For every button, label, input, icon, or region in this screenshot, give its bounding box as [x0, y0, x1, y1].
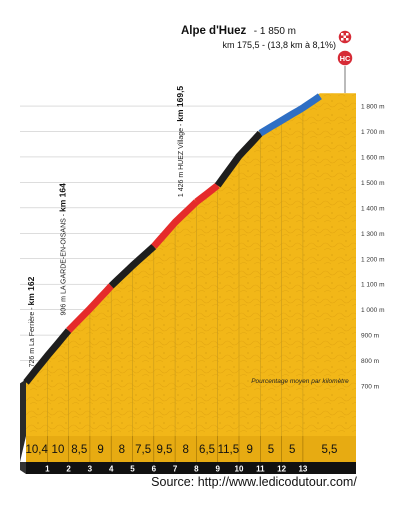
km-label: 2	[66, 465, 71, 474]
km-label: 13	[298, 465, 307, 474]
road-segment	[214, 130, 263, 188]
altitude-tick-label: 1 000 m	[361, 307, 385, 314]
gradient-label: 8,5	[71, 444, 87, 456]
svg-text:Alpe d'Huez - 1 850 m: Alpe d'Huez - 1 850 m	[181, 21, 296, 38]
altitude-tick-label: 1 600 m	[361, 154, 385, 161]
gradient-label: 9	[97, 444, 103, 456]
gradient-label: 8	[119, 444, 125, 456]
km-label: 4	[109, 465, 114, 474]
gradient-label: 9,5	[156, 444, 172, 456]
svg-text:1 426 m HUEZ Village - km 169,: 1 426 m HUEZ Village - km 169,5	[175, 86, 185, 198]
gradient-label: 9	[246, 444, 252, 456]
gradient-label: 7,5	[135, 444, 151, 456]
altitude-tick-label: 800 m	[361, 358, 379, 365]
gradient-label: 5	[289, 444, 295, 456]
summit-flag-icon	[337, 29, 353, 45]
km-label: 12	[277, 465, 286, 474]
location-annotation: 906 m LA GARDE-EN-OISANS - km 164	[58, 183, 68, 316]
category-badge-label: HC	[340, 54, 351, 63]
road-line	[23, 93, 322, 385]
km-label: 7	[173, 465, 178, 474]
annotation-km: km 164	[58, 183, 68, 212]
mountain-texture	[26, 93, 356, 437]
location-annotation: 726 m La Ferrière - km 162	[26, 276, 36, 367]
km-label: 1	[45, 465, 50, 474]
gradient-label: 5,5	[321, 444, 337, 456]
km-label: 3	[88, 465, 93, 474]
km-label: 11	[256, 465, 265, 474]
svg-text:906 m LA GARDE-EN-OISANS - km: 906 m LA GARDE-EN-OISANS - km 164	[58, 183, 68, 316]
profile-side-wall	[20, 379, 26, 462]
gradient-band	[26, 436, 356, 462]
altitude-tick-label: 1 300 m	[361, 231, 385, 238]
summit-detail: km 175,5 - (13,8 km à 8,1%)	[222, 40, 336, 50]
gradient-label: 11,5	[218, 444, 240, 456]
road-segment	[108, 243, 157, 289]
road-segment	[151, 199, 199, 249]
base-band	[20, 436, 356, 474]
km-label: 6	[152, 465, 157, 474]
annotation-place: HUEZ Village -	[178, 122, 185, 170]
summit-name: Alpe d'Huez	[181, 25, 247, 37]
gradient-labels: 10,4 10 8,5 9 8 7,5 9,5 8 6,5 11,5 9 5 5 5,5	[25, 444, 337, 456]
road-segment	[194, 182, 220, 205]
gradient-label: 10,4	[25, 444, 48, 456]
km-labels: 1 2 3 4 5 6 7 8 9 10 11 12 13	[45, 465, 308, 474]
km-gridlines	[46, 107, 304, 436]
altitude-tick-label: 1 100 m	[361, 282, 385, 289]
location-annotation: 1 426 m HUEZ Village - km 169,5	[175, 86, 185, 198]
category-badge: HC	[336, 49, 354, 67]
mountain-area	[20, 93, 356, 462]
svg-text:726 m La Ferrière - km 162: 726 m La Ferrière - km 162	[26, 276, 36, 367]
annotation-place: LA GARDE-EN-OISANS -	[61, 212, 68, 294]
annotation-km: km 162	[26, 276, 36, 305]
summit-altitude: - 1 850 m	[254, 26, 296, 37]
gradient-label: 5	[268, 444, 274, 456]
altitude-tick-label: 1 200 m	[361, 256, 385, 263]
gradient-label: 6,5	[199, 444, 215, 456]
annotation-place: La Ferrière -	[29, 306, 36, 346]
gradient-label: 10	[52, 444, 65, 456]
km-label: 9	[215, 465, 220, 474]
km-label: 10	[235, 465, 244, 474]
altitude-tick-label: 900 m	[361, 333, 379, 340]
km-label: 8	[194, 465, 199, 474]
location-annotations: 726 m La Ferrière - km 162 906 m LA GARDE…	[26, 86, 185, 368]
annotation-km: km 169,5	[175, 86, 185, 122]
road-segment	[258, 93, 322, 137]
km-band	[26, 462, 356, 474]
summit-header: Alpe d'Huez - 1 850 m km 175,5 - (13,8 k…	[181, 21, 336, 50]
legend-note: Pourcentage moyen par kilomètre	[251, 378, 349, 385]
altitude-tick-label: 1 800 m	[361, 104, 385, 111]
annotation-altitude: 726 m	[29, 346, 36, 367]
gradient-label: 8	[183, 444, 189, 456]
altitude-tick-label: 1 500 m	[361, 180, 385, 187]
altitude-tick-label: 1 400 m	[361, 205, 385, 212]
source-credit: Source: http://www.ledicodutour.com/	[151, 475, 357, 489]
annotation-altitude: 1 426 m	[178, 170, 185, 197]
altitude-tick-labels: 700 m 800 m 900 m 1 000 m 1 100 m 1 200 m 1 30…	[361, 104, 385, 391]
altitude-tick-label: 1 700 m	[361, 129, 385, 136]
annotation-altitude: 906 m	[61, 294, 68, 315]
road-segment	[23, 328, 72, 385]
altitude-tick-label: 700 m	[361, 384, 379, 391]
km-label: 5	[130, 465, 135, 474]
band-side-wall	[20, 462, 26, 474]
road-segment	[66, 283, 114, 333]
